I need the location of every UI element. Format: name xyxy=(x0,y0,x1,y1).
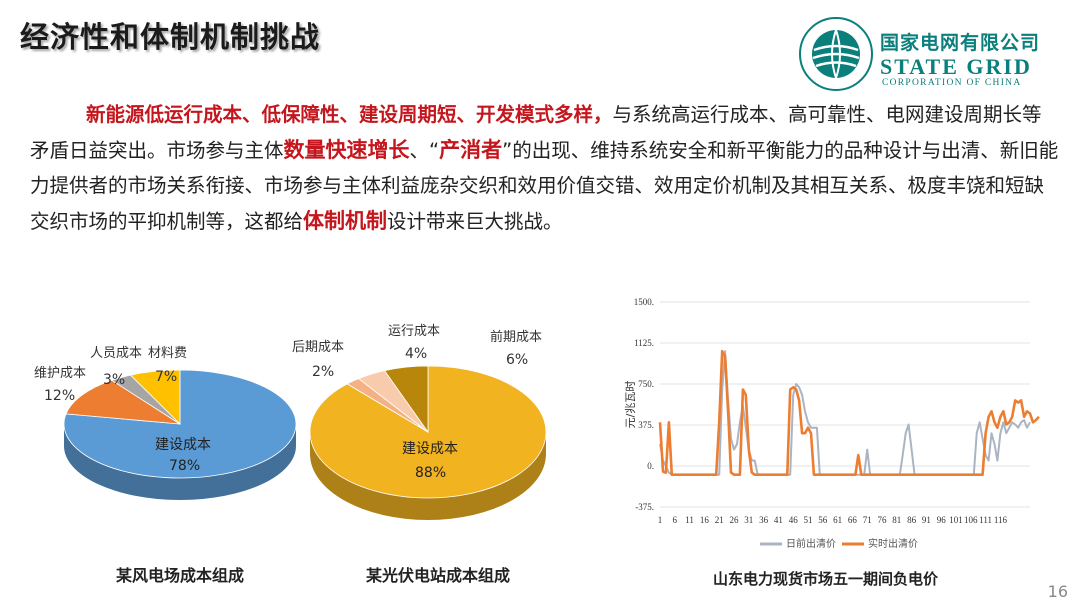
x-tick-label: 36 xyxy=(759,515,769,525)
pie-wind-label-maintenance: 维护成本 xyxy=(34,366,87,381)
pie-solar-pct-early: 6% xyxy=(506,352,529,368)
solar-cost-pie-chart xyxy=(309,365,547,520)
x-tick-label: 106 xyxy=(964,515,978,525)
x-tick-label: 111 xyxy=(979,515,992,525)
x-tick-label: 101 xyxy=(949,515,963,525)
pie-wind-pct-personnel: 3% xyxy=(103,372,126,388)
text-segment: ”的出现、维持系统安全和新平衡能力的品种设计与出清、新旧能力提供者的市场关系衔接… xyxy=(30,138,1059,233)
series-line-0 xyxy=(659,350,1031,476)
x-tick-label: 116 xyxy=(994,515,1008,525)
x-tick-label: 61 xyxy=(833,515,842,525)
solar-pie-side xyxy=(310,432,546,520)
x-tick-label: 56 xyxy=(818,515,828,525)
solar-pie-side-0 xyxy=(310,432,546,520)
highlight-new-energy: 新能源低运行成本、低保障性、建设周期短、开发模式多样， xyxy=(86,103,613,126)
logo-name-en: STATE GRID xyxy=(880,54,1032,79)
y-tick-label: 1500. xyxy=(634,297,654,307)
pie-solar-pct-construction: 88% xyxy=(415,465,447,481)
pie-solar-label-construction: 建设成本 xyxy=(402,441,458,457)
pie-solar-label-operation: 运行成本 xyxy=(388,324,441,339)
x-tick-label: 51 xyxy=(804,515,813,525)
state-grid-emblem-icon xyxy=(799,17,873,91)
text-segment: 设计带来巨大挑战。 xyxy=(387,209,563,233)
state-grid-logo: 国家电网有限公司 STATE GRID CORPORATION OF CHINA xyxy=(798,16,1068,96)
pie-wind-pct-maintenance: 12% xyxy=(44,388,76,404)
wind-pie-side-0 xyxy=(64,424,296,500)
x-tick-label: 46 xyxy=(789,515,799,525)
pie-wind-pct-construction: 78% xyxy=(169,458,201,474)
solar-pie-slice-3 xyxy=(383,365,429,434)
y-axis-label: 元/兆瓦时 xyxy=(624,381,637,429)
x-tick-label: 21 xyxy=(715,515,724,525)
solar-pie-slice-0 xyxy=(309,365,547,499)
pie-wind-label-material: 材料费 xyxy=(148,346,188,361)
y-tick-label: 375. xyxy=(638,420,654,430)
x-tick-label: 66 xyxy=(848,515,858,525)
series-line-1 xyxy=(658,349,1040,476)
pie-solar-label-early: 前期成本 xyxy=(490,330,543,345)
wind-pie-slice-3 xyxy=(129,369,181,425)
x-tick-label: 41 xyxy=(774,515,783,525)
x-tick-label: 91 xyxy=(922,515,931,525)
y-tick-label: -375. xyxy=(635,502,654,512)
y-tick-label: 0. xyxy=(647,461,654,471)
wind-pie-slice-1 xyxy=(65,379,181,425)
logo-name-en-sub: CORPORATION OF CHINA xyxy=(882,78,1022,88)
pie-wind-pct-material: 7% xyxy=(155,369,178,385)
legend-label-1: 实时出清价 xyxy=(868,537,918,550)
pie-wind-label-personnel: 人员成本 xyxy=(90,346,143,361)
wind-cost-pie-chart xyxy=(63,369,297,500)
x-tick-label: 96 xyxy=(937,515,947,525)
highlight-institution: 体制机制 xyxy=(303,208,388,233)
line-chart-title: 山东电力现货市场五一期间负电价 xyxy=(713,570,939,588)
pie-solar-label-later: 后期成本 xyxy=(292,340,345,355)
x-tick-label: 76 xyxy=(878,515,888,525)
x-tick-label: 86 xyxy=(907,515,917,525)
x-tick-label: 6 xyxy=(673,515,678,525)
x-tick-label: 81 xyxy=(892,515,901,525)
logo-name-cn: 国家电网有限公司 xyxy=(880,32,1041,54)
text-segment: 、“ xyxy=(409,138,440,162)
page-number: 16 xyxy=(1047,582,1068,601)
pie-solar-pct-later: 2% xyxy=(312,364,335,380)
slide-title: 经济性和体制机制挑战 xyxy=(20,20,321,54)
x-tick-label: 16 xyxy=(700,515,710,525)
highlight-prosumer: 产消者 xyxy=(439,137,503,162)
x-tick-label: 1 xyxy=(658,515,663,525)
pie-wind-label-construction: 建设成本 xyxy=(155,437,211,453)
pie-solar-caption: 某光伏电站成本组成 xyxy=(366,566,511,585)
x-tick-label: 31 xyxy=(744,515,753,525)
text-segment: 与系统高运行成本、高可靠性、电网建设周期长等矛盾日益突出。市场参与主体 xyxy=(30,103,1042,162)
pie-wind-caption: 某风电场成本组成 xyxy=(116,566,245,585)
wind-pie-side xyxy=(64,424,296,500)
x-tick-label: 26 xyxy=(730,515,740,525)
x-tick-label: 71 xyxy=(863,515,872,525)
pie-solar-pct-operation: 4% xyxy=(405,346,428,362)
highlight-rapid-growth: 数量快速增长 xyxy=(283,137,410,162)
y-tick-label: 750. xyxy=(638,379,654,389)
legend-label-0: 日前出清价 xyxy=(786,537,836,550)
y-tick-label: 1125. xyxy=(634,338,654,348)
body-paragraph: 新能源低运行成本、低保障性、建设周期短、开发模式多样，与系统高运行成本、高可靠性… xyxy=(30,97,1060,239)
x-tick-label: 11 xyxy=(685,515,694,525)
